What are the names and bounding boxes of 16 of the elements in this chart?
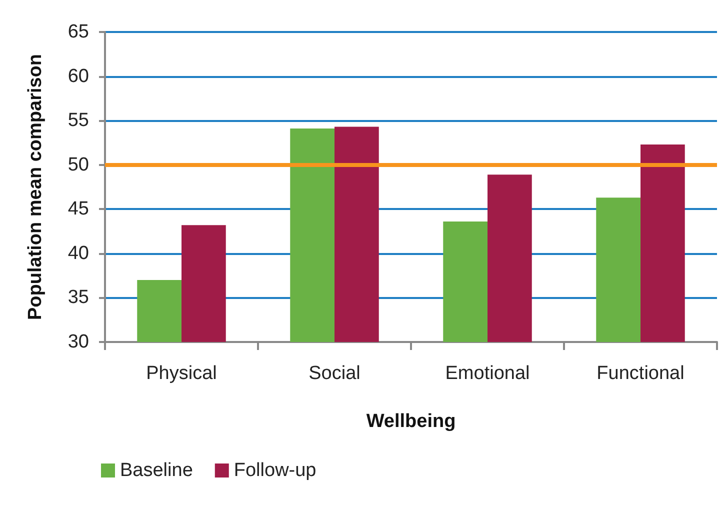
x-axis-title: Wellbeing — [366, 411, 456, 432]
y-axis-title: Population mean comparison — [25, 54, 46, 320]
x-tick-label: Physical — [146, 363, 217, 384]
x-tick-label: Emotional — [445, 363, 530, 384]
x-tick-label: Functional — [596, 363, 684, 384]
y-tick-label: 30 — [68, 332, 89, 352]
x-tick-label: Social — [308, 363, 360, 384]
y-tick-label: 65 — [68, 22, 89, 42]
y-tick-label: 35 — [68, 287, 89, 308]
y-tick-label: 60 — [68, 66, 89, 87]
y-tick-label: 45 — [68, 198, 89, 220]
legend-label: Follow-up — [234, 460, 316, 481]
y-tick-label: 55 — [68, 110, 89, 132]
y-tick-label: 40 — [68, 242, 89, 264]
y-tick-label: 50 — [68, 154, 89, 176]
legend-label: Baseline — [120, 460, 193, 481]
